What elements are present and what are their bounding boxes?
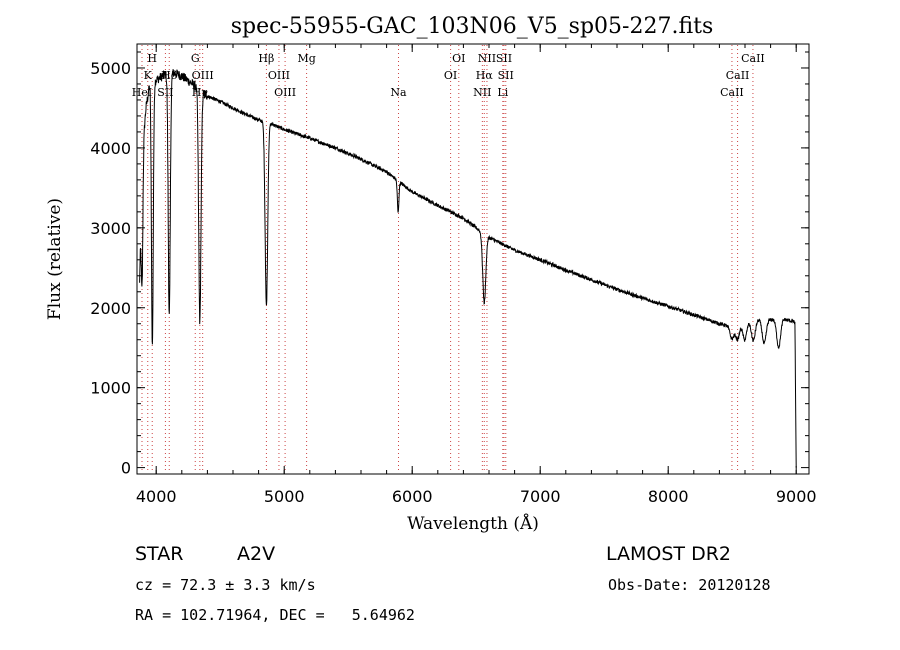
redshift-readout: cz = 72.3 ± 3.3 km/s xyxy=(135,576,316,594)
line-marker-labels: HeIKHHδSIIGOIIIHγHβOIIIOIIIMgNaOIOINIIHα… xyxy=(132,52,765,99)
line-marker-label-18: Li xyxy=(497,86,508,99)
line-marker-label-22: CaII xyxy=(726,69,750,82)
chart-title: spec-55955-GAC_103N06_V5_sp05-227.fits xyxy=(231,14,714,39)
y-tick-label-2: 2000 xyxy=(90,299,131,318)
y-axis: 0 1000 2000 3000 4000 5000 xyxy=(90,51,809,478)
y-tick-label-1: 1000 xyxy=(90,379,131,398)
x-axis: 4000 5000 6000 7000 8000 9000 xyxy=(136,44,817,506)
x-tick-label-2: 6000 xyxy=(392,487,433,506)
y-tick-label-0: 0 xyxy=(121,459,131,478)
y-tick-label-5: 5000 xyxy=(90,59,131,78)
line-marker-label-5: G xyxy=(191,52,200,65)
line-marker-label-12: Na xyxy=(390,86,407,99)
x-tick-label-5: 9000 xyxy=(776,487,817,506)
y-tick-label-4: 4000 xyxy=(90,139,131,158)
y-tick-label-3: 3000 xyxy=(90,219,131,238)
line-marker-label-19: SII xyxy=(496,52,512,65)
line-marker-label-6: OIII xyxy=(192,69,214,82)
line-marker-label-11: Mg xyxy=(297,52,315,65)
spectrum-line xyxy=(139,69,797,468)
line-marker-label-21: CaII xyxy=(720,86,744,99)
line-marker-label-2: H xyxy=(147,52,157,65)
line-marker-label-1: K xyxy=(144,69,153,82)
x-axis-label: Wavelength (Å) xyxy=(407,513,539,534)
survey-name: LAMOST DR2 xyxy=(606,543,731,565)
line-marker-label-10: OIII xyxy=(274,86,296,99)
x-tick-label-4: 8000 xyxy=(648,487,689,506)
line-marker-label-14: OI xyxy=(452,52,465,65)
obs-date: Obs-Date: 20120128 xyxy=(608,576,771,594)
x-tick-label-0: 4000 xyxy=(136,487,177,506)
x-tick-label-1: 5000 xyxy=(264,487,305,506)
x-tick-label-3: 7000 xyxy=(520,487,561,506)
object-class: STAR xyxy=(135,543,183,565)
line-marker-label-13: OI xyxy=(444,69,457,82)
line-markers xyxy=(141,45,754,473)
line-marker-label-16: Hα xyxy=(476,69,494,82)
line-marker-label-23: CaII xyxy=(741,52,765,65)
line-marker-label-17: NII xyxy=(478,52,496,65)
spectral-subclass: A2V xyxy=(237,543,275,565)
plot-frame xyxy=(136,43,810,475)
line-marker-label-15: NII xyxy=(473,86,491,99)
line-marker-label-9: OIII xyxy=(268,69,290,82)
line-marker-label-20: SII xyxy=(498,69,514,82)
line-marker-label-8: Hβ xyxy=(258,52,274,65)
coordinates: RA = 102.71964, DEC = 5.64962 xyxy=(135,606,415,624)
line-marker-label-4: SII xyxy=(157,86,173,99)
y-axis-label: Flux (relative) xyxy=(45,198,65,320)
